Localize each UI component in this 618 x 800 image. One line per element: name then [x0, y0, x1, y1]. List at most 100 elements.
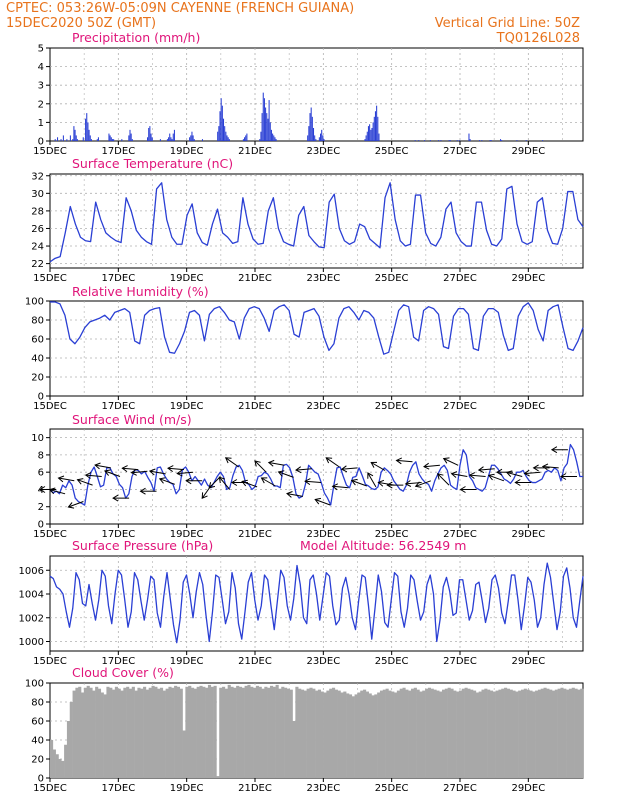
cloud-bar [484, 688, 488, 778]
precip-bar [448, 140, 450, 141]
cloud-xtick-label: 15DEC [33, 783, 67, 794]
rh-ytick-label: 60 [31, 335, 44, 346]
wind-arrow [39, 486, 56, 493]
wind-arrow [304, 478, 322, 486]
wind-arrow [325, 457, 340, 468]
precip-bar [270, 129, 272, 141]
precip-bar [369, 124, 371, 141]
pressure-ytick-label: 1000 [19, 637, 44, 648]
rh-xtick-label: 23DEC [306, 401, 340, 412]
precip-bar [69, 135, 71, 141]
cloud-bar [247, 684, 251, 778]
temp-xtick-label: 25DEC [375, 273, 409, 284]
precip-bar [89, 135, 91, 141]
precip-bar [171, 139, 173, 141]
cloud-bar [439, 691, 443, 778]
cloud-bar [549, 689, 553, 778]
wind-arrow [550, 446, 568, 454]
cloud-bar [396, 690, 400, 778]
panels-group: 0 1 2 3 4 5 15DEC 17DEC 19DEC 21DEC 23DEC 25DEC 27DE… [19, 44, 584, 794]
pressure-xtick-label: 15DEC [33, 656, 67, 667]
wind-xtick-label: 19DEC [170, 529, 204, 540]
wind-arrow [76, 478, 93, 486]
precip-bar [438, 140, 440, 141]
cloud-bar [298, 688, 302, 778]
precip-bar [218, 126, 220, 141]
cloud-bar [326, 690, 330, 778]
pressure-xtick-label: 17DEC [101, 656, 135, 667]
pressure-ytick-label: 1004 [19, 590, 44, 601]
cloud-bar [394, 692, 398, 778]
precip-bar [74, 129, 76, 141]
cloud-bar [430, 688, 434, 778]
precip-bar [501, 140, 503, 141]
precip-bar [263, 98, 265, 141]
precip-bar [371, 127, 373, 141]
precip-panel: 0 1 2 3 4 5 15DEC 17DEC 19DEC 21DEC 23DEC 25DEC 27DE… [33, 44, 584, 157]
precip-bar [128, 135, 130, 141]
wind-arrow [532, 464, 550, 472]
precip-bar [225, 131, 227, 141]
precip-ytick-label: 4 [38, 62, 44, 73]
header-model-code: TQ0126L028 [496, 31, 580, 46]
cloud-bar [233, 687, 237, 778]
cloud-bar [343, 691, 347, 778]
precip-bar [108, 133, 110, 141]
cloud-bar [512, 690, 516, 778]
wind-arrow [350, 478, 367, 487]
wind-arrow [523, 469, 541, 477]
cloud-bar [281, 686, 285, 778]
wind-arrow [57, 475, 75, 483]
cloud-bar [402, 687, 406, 778]
wind-arrow [423, 462, 440, 470]
pressure-xtick-label: 19DEC [170, 656, 204, 667]
cloud-bar [55, 754, 59, 778]
cloud-bar [137, 687, 141, 778]
wind-arrow [277, 470, 294, 478]
model-altitude: Model Altitude: 56.2549 m [300, 538, 466, 553]
precip-bar [272, 133, 274, 141]
precip-bar [149, 126, 151, 141]
wind-arrow [176, 469, 194, 477]
temp-xtick-label: 27DEC [443, 273, 477, 284]
precip-bar [424, 140, 426, 141]
cloud-bar [52, 749, 56, 778]
cloud-bar [501, 688, 505, 778]
precip-bar [85, 118, 87, 141]
temp-ytick-label: 28 [31, 206, 44, 217]
precip-bar [222, 118, 225, 141]
cloud-bar [196, 686, 200, 778]
cloud-bar [100, 692, 104, 778]
cloud-bar [470, 689, 474, 778]
cloud-bar [303, 690, 307, 778]
precip-title: Precipitation (mm/h) [72, 30, 200, 45]
cloud-bar [450, 688, 454, 778]
cloud-bar [464, 687, 468, 778]
precip-bar [246, 133, 248, 141]
wind-arrow [477, 466, 495, 474]
rh-frame [49, 300, 584, 397]
precip-xtick-label: 15DEC [33, 146, 67, 157]
cloud-bar [419, 691, 423, 778]
wind-arrow [367, 472, 377, 488]
precip-bar [311, 116, 313, 141]
cloud-bar [487, 689, 491, 778]
precip-bar [322, 135, 324, 141]
cloud-ytick-label: 100 [25, 679, 44, 690]
temp-ytick-label: 32 [31, 171, 44, 182]
cloud-bar [188, 685, 192, 778]
cloud-bar [165, 688, 169, 778]
rh-ytick-label: 100 [25, 297, 44, 308]
precip-bar [244, 137, 246, 141]
cloud-bar [571, 687, 575, 778]
cloud-bar [568, 688, 573, 778]
wind-arrow [314, 497, 331, 506]
precip-bar [323, 139, 325, 141]
rh-ytick-label: 40 [31, 354, 44, 365]
cloud-bar [131, 686, 135, 778]
temp-frame [49, 173, 584, 269]
precip-bar [260, 131, 262, 141]
temp-panel: 22 24 26 28 30 32 15DEC 17DEC 19DEC 21DEC 23DEC 25D… [31, 171, 584, 284]
wind-ytick-label: 0 [38, 520, 44, 531]
cloud-bar [140, 688, 144, 778]
